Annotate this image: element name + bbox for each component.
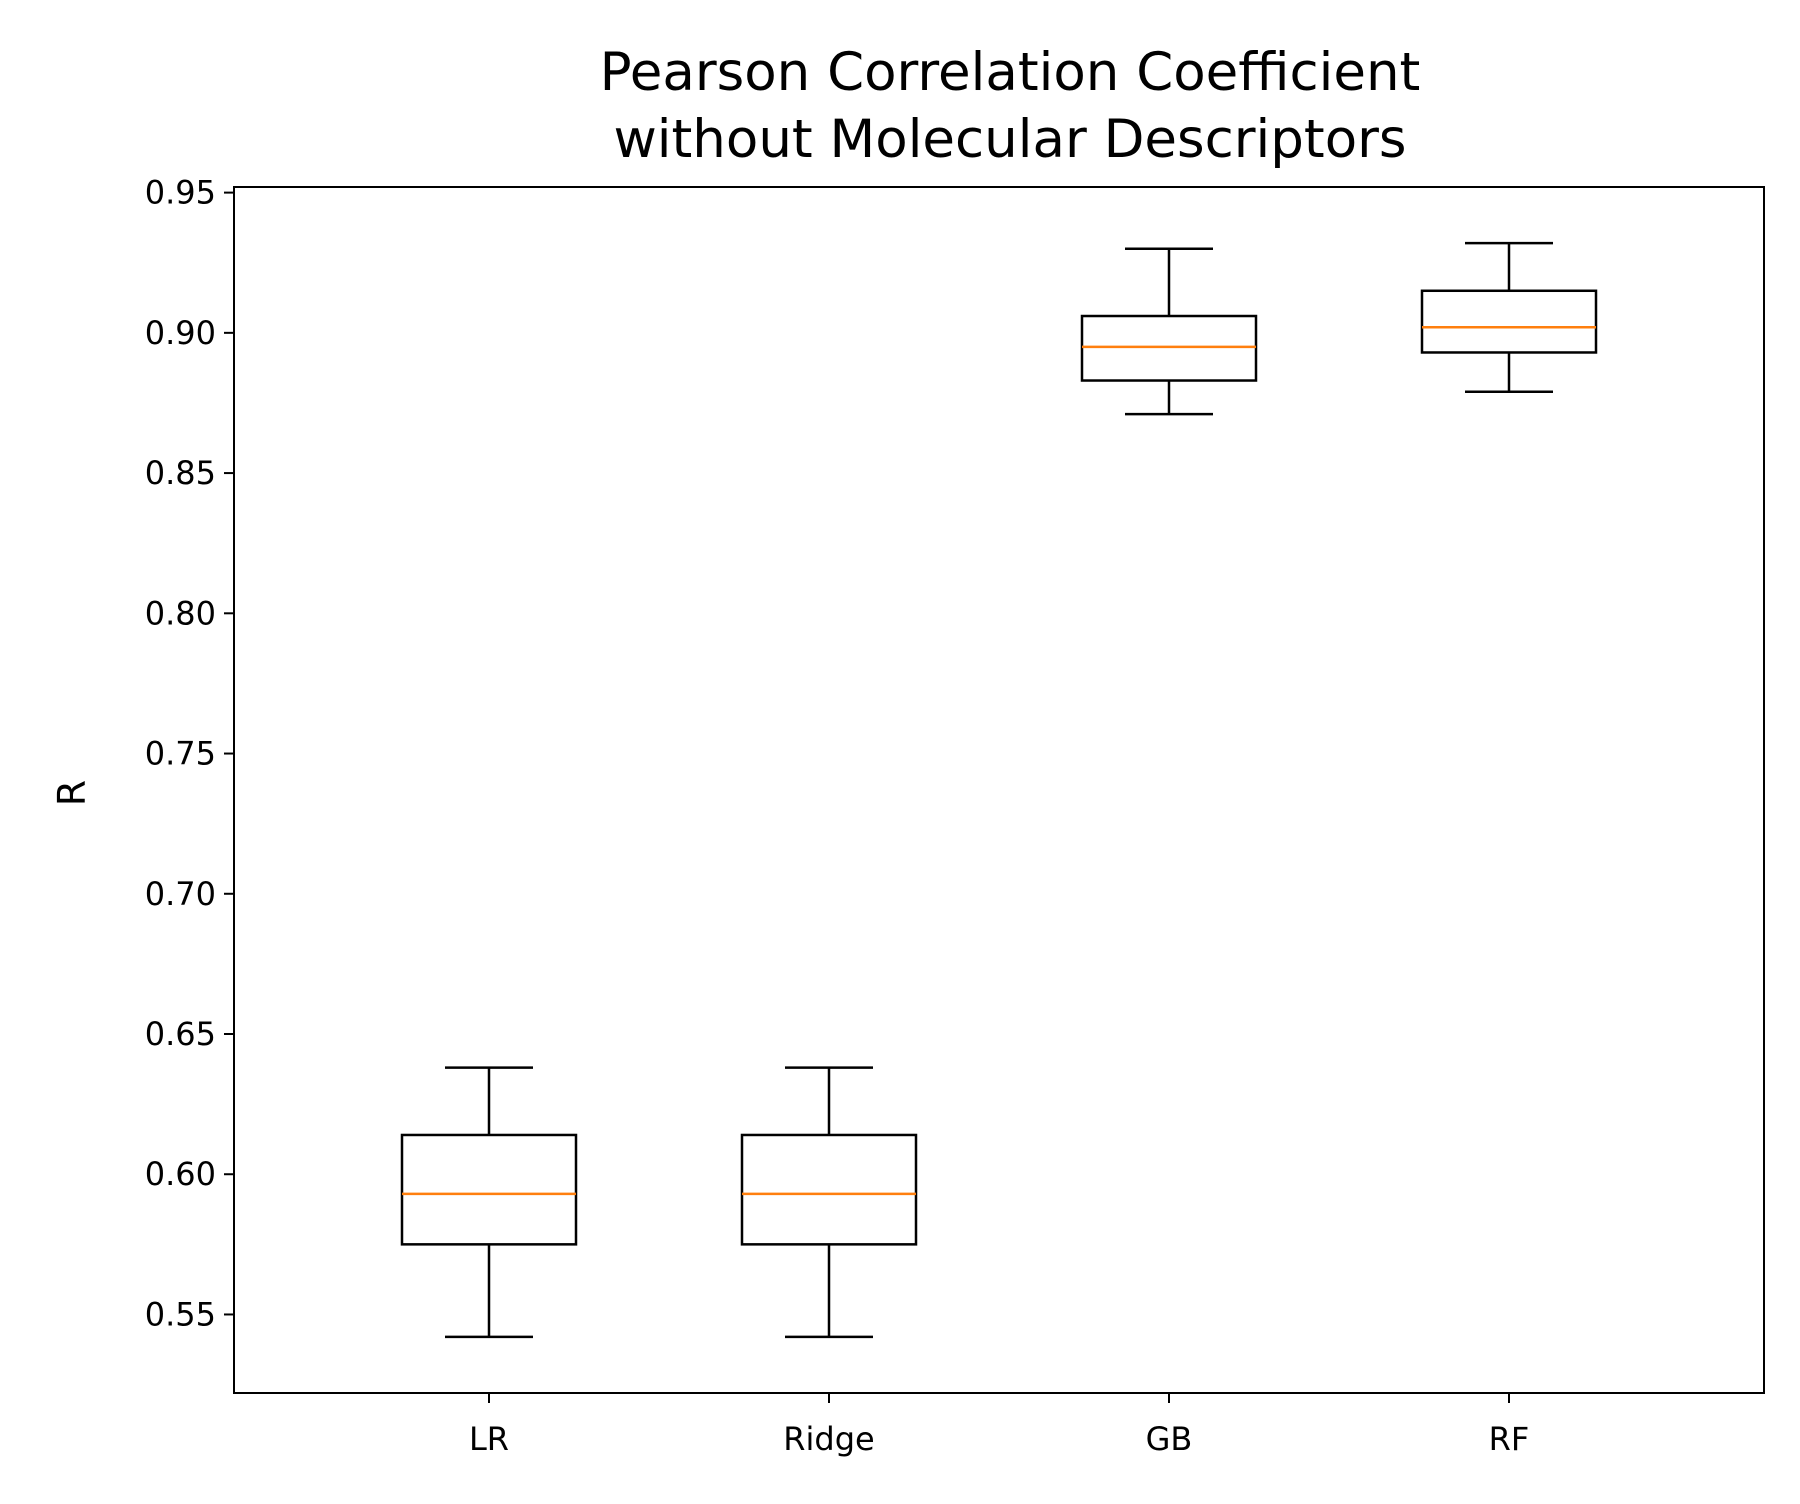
x-tick-label: RF — [1489, 1420, 1530, 1458]
box — [1080, 314, 1258, 382]
chart-title-line-1: Pearson Correlation Coefficient — [600, 42, 1421, 103]
y-tick-label: 0.90 — [145, 314, 216, 352]
chart-title-line-2: without Molecular Descriptors — [613, 109, 1406, 170]
box — [400, 1133, 578, 1246]
y-tick-label: 0.75 — [145, 735, 216, 773]
y-tick-label: 0.70 — [145, 875, 216, 913]
y-tick-label: 0.60 — [145, 1155, 216, 1193]
y-axis-label: R — [50, 780, 94, 806]
x-tick-label: LR — [469, 1420, 509, 1458]
y-tick-label: 0.95 — [145, 174, 216, 212]
y-tick-label: 0.80 — [145, 594, 216, 632]
x-tick-label: GB — [1146, 1420, 1193, 1458]
box — [740, 1133, 918, 1246]
box — [1420, 289, 1598, 354]
plot-area: 0.55 0.60 0.65 0.70 0.75 0.80 0.85 0.90 0.95 LR Ri… — [145, 174, 1765, 1458]
x-tick-label: Ridge — [783, 1420, 874, 1458]
y-tick-label: 0.65 — [145, 1015, 216, 1053]
y-tick-label: 0.55 — [145, 1295, 216, 1333]
y-tick-label: 0.85 — [145, 454, 216, 492]
axes-frame — [233, 186, 1765, 1394]
